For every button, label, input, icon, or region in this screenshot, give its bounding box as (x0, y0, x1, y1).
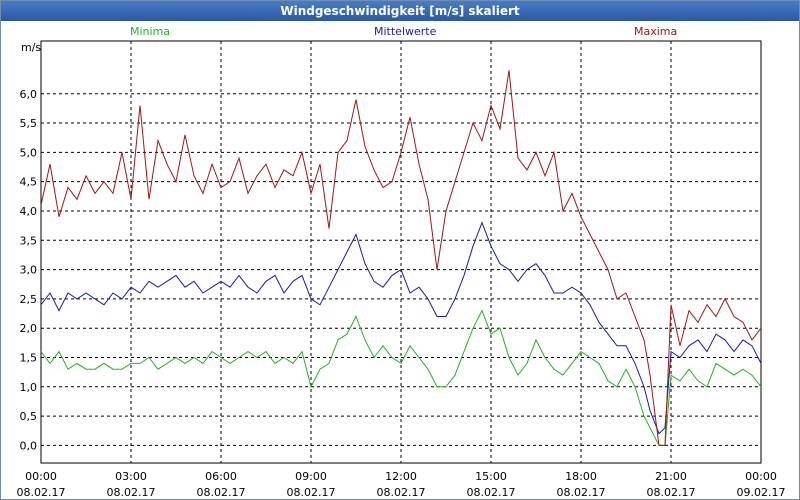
y-tick-label: 4,5 (20, 176, 38, 189)
series-line-minima (40, 309, 762, 446)
legend-maxima: Maxima (634, 25, 677, 38)
y-tick-label: 2,5 (20, 293, 38, 306)
x-tick-time: 00:00 (745, 470, 777, 483)
y-tick-label: 5,5 (20, 117, 38, 130)
y-tick-label: 0,0 (20, 439, 38, 452)
legend-minima: Minima (130, 25, 170, 38)
y-tick-label: 1,0 (20, 381, 38, 394)
legend-minima-label: Minima (130, 25, 171, 38)
x-tick-time: 18:00 (565, 470, 597, 483)
y-tick-label: 0,5 (20, 410, 38, 423)
legend-mittelwerte: Mittelwerte (374, 25, 436, 38)
x-tick-date: 08.02.17 (557, 486, 606, 499)
grid (40, 40, 762, 464)
y-tick-label: 6,0 (20, 88, 38, 101)
x-axis-ticks: 00:00 08.02.17 03:00 08.02.17 06:00 08.02.17 0… (17, 470, 786, 499)
legend-mittelwerte-label: Mittelwerte (374, 25, 437, 38)
x-tick-time: 03:00 (115, 470, 147, 483)
y-tick-label: 3,0 (20, 264, 38, 277)
x-tick-time: 12:00 (385, 470, 417, 483)
series-line-maxima (40, 70, 762, 446)
x-tick-date: 08.02.17 (287, 486, 336, 499)
x-tick-date: 08.02.17 (647, 486, 696, 499)
series-lines (40, 70, 762, 446)
x-tick-time: 00:00 (25, 470, 57, 483)
chart-title: Windgeschwindigkeit [m/s] skaliert (1, 1, 799, 21)
y-axis-label: m/s (21, 41, 41, 54)
y-tick-label: 3,5 (20, 234, 38, 247)
x-tick-date: 08.02.17 (377, 486, 426, 499)
x-tick-time: 15:00 (475, 470, 507, 483)
x-tick-time: 06:00 (205, 470, 237, 483)
y-tick-label: 2,0 (20, 322, 38, 335)
x-tick-date: 08.02.17 (197, 486, 246, 499)
x-tick-date: 08.02.17 (467, 486, 516, 499)
legend-maxima-label: Maxima (634, 25, 678, 38)
y-tick-label: 5,0 (20, 146, 38, 159)
x-tick-date: 08.02.17 (107, 486, 156, 499)
x-tick-time: 09:00 (295, 470, 327, 483)
series-line-mittelwerte (40, 221, 762, 435)
y-axis-ticks: 0,0 0,5 1,0 1,5 2,0 2,5 3,0 3,5 4,0 4,5 5,0 5,5 6,0 (20, 88, 38, 453)
x-tick-time: 21:00 (655, 470, 687, 483)
y-tick-label: 1,5 (20, 352, 38, 365)
x-tick-date: 09.02.17 (737, 486, 786, 499)
y-tick-label: 4,0 (20, 205, 38, 218)
x-tick-date: 08.02.17 (17, 486, 66, 499)
